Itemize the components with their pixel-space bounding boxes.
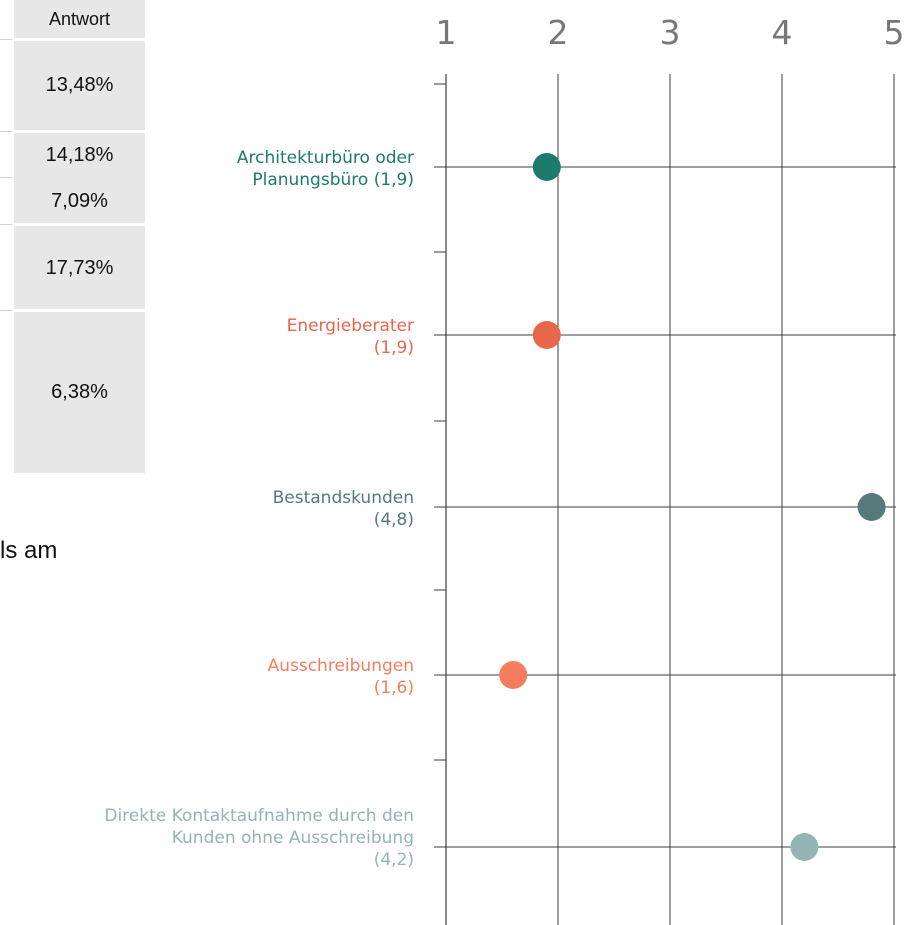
data-point [532, 321, 561, 349]
percentage-column [14, 0, 145, 473]
percentage-table: Antwort 13,48% 14,18% 7,09% 17,73% 6,38% [0, 0, 146, 473]
category-label: Direkte Kontaktaufnahme durch den [104, 806, 414, 826]
table-cell: 14,18% [45, 144, 114, 166]
category-label: (4,8) [374, 510, 414, 530]
category-label: (1,6) [374, 678, 414, 698]
table-cell: 7,09% [51, 189, 108, 212]
row-divider [0, 223, 146, 226]
row-divider [0, 39, 12, 40]
row-divider [0, 38, 146, 41]
row-divider [0, 130, 146, 133]
table-cell: 13,48% [45, 73, 114, 96]
data-point [499, 661, 528, 689]
category-label: (1,9) [374, 338, 414, 358]
data-point [857, 493, 886, 521]
x-tick-label: 4 [772, 13, 793, 52]
category-label: (4,2) [374, 850, 414, 870]
category-label: Planungsbüro (1,9) [252, 170, 414, 190]
partial-body-text: ls am [0, 537, 58, 564]
data-point [790, 833, 819, 861]
x-tick-label: 1 [436, 13, 457, 52]
x-tick-label: 3 [660, 13, 681, 52]
category-label: Energieberater [287, 316, 414, 336]
category-label: Architekturbüro oder [237, 148, 414, 168]
row-divider [0, 224, 12, 225]
data-point [532, 153, 561, 181]
x-tick-label: 5 [884, 13, 905, 52]
row-divider [0, 310, 12, 311]
row-divider [0, 177, 12, 178]
category-label: Bestandskunden [273, 488, 414, 508]
x-tick-label: 2 [548, 13, 569, 52]
table-cell: 17,73% [45, 256, 114, 279]
table-cell: 6,38% [51, 381, 108, 403]
row-divider [0, 131, 12, 132]
category-label: Ausschreibungen [268, 656, 414, 676]
row-divider [0, 309, 146, 312]
category-label: Kunden ohne Ausschreibung [172, 828, 414, 848]
table-header: Antwort [48, 8, 111, 29]
